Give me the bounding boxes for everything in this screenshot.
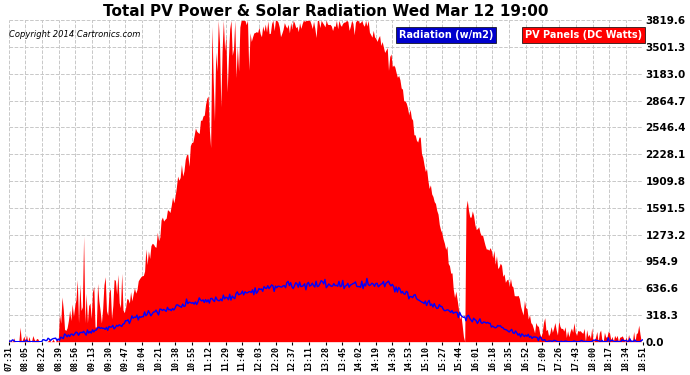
Text: PV Panels (DC Watts): PV Panels (DC Watts)	[525, 30, 642, 40]
Text: Copyright 2014 Cartronics.com: Copyright 2014 Cartronics.com	[9, 30, 141, 39]
Title: Total PV Power & Solar Radiation Wed Mar 12 19:00: Total PV Power & Solar Radiation Wed Mar…	[103, 4, 549, 19]
Text: Radiation (w/m2): Radiation (w/m2)	[399, 30, 493, 40]
